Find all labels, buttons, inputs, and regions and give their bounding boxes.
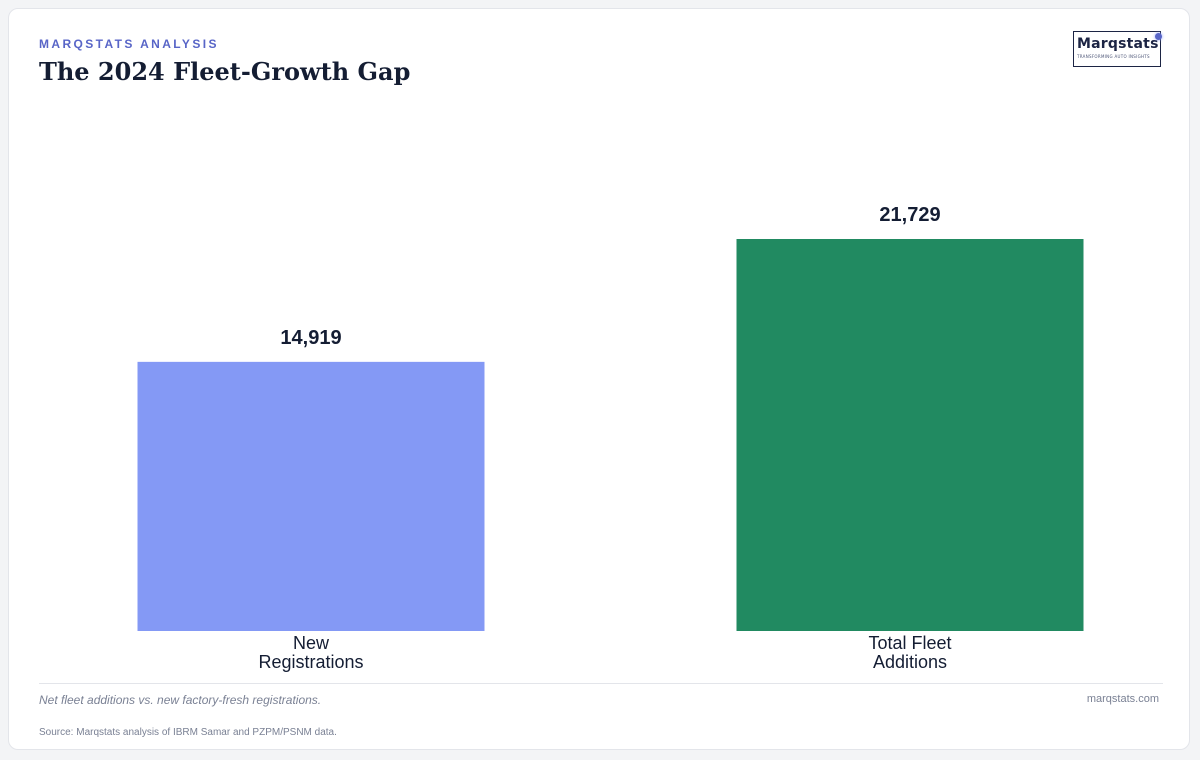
footer-divider	[39, 683, 1163, 684]
bar-2	[736, 239, 1084, 631]
data-label-1: 14,919	[280, 327, 341, 349]
category-label-line: Registrations	[258, 652, 363, 672]
logo-tagline: TRANSFORMING AUTO INSIGHTS	[1077, 54, 1150, 59]
logo-frame	[1073, 31, 1161, 67]
chart-card: MARQSTATS ANALYSIS The 2024 Fleet-Growth…	[8, 8, 1190, 750]
category-label-line: Total Fleet	[868, 633, 951, 653]
category-label-2: Total Fleet Additions	[868, 633, 951, 672]
bar-1	[137, 361, 485, 631]
category-label-line: New	[293, 633, 330, 653]
bar-chart: 14,919 New Registrations 21,729 Total Fleet A…	[137, 204, 1084, 672]
category-label-1: New Registrations	[258, 633, 363, 672]
chart-title: The 2024 Fleet-Growth Gap	[39, 57, 411, 86]
footer-site: marqstats.com	[1086, 693, 1159, 705]
source-note: Source: Marqstats analysis of IBRM Samar…	[39, 727, 337, 738]
marqstats-logo: Marqstats TRANSFORMING AUTO INSIGHTS	[1073, 31, 1165, 69]
logo-wordmark: Marqstats	[1077, 36, 1159, 52]
data-label-2: 21,729	[879, 204, 940, 226]
eyebrow-label: MARQSTATS ANALYSIS	[39, 37, 219, 51]
logo-dot-icon	[1155, 33, 1162, 40]
footer-note: Net fleet additions vs. new factory-fres…	[39, 693, 322, 707]
category-label-line: Additions	[873, 652, 947, 672]
